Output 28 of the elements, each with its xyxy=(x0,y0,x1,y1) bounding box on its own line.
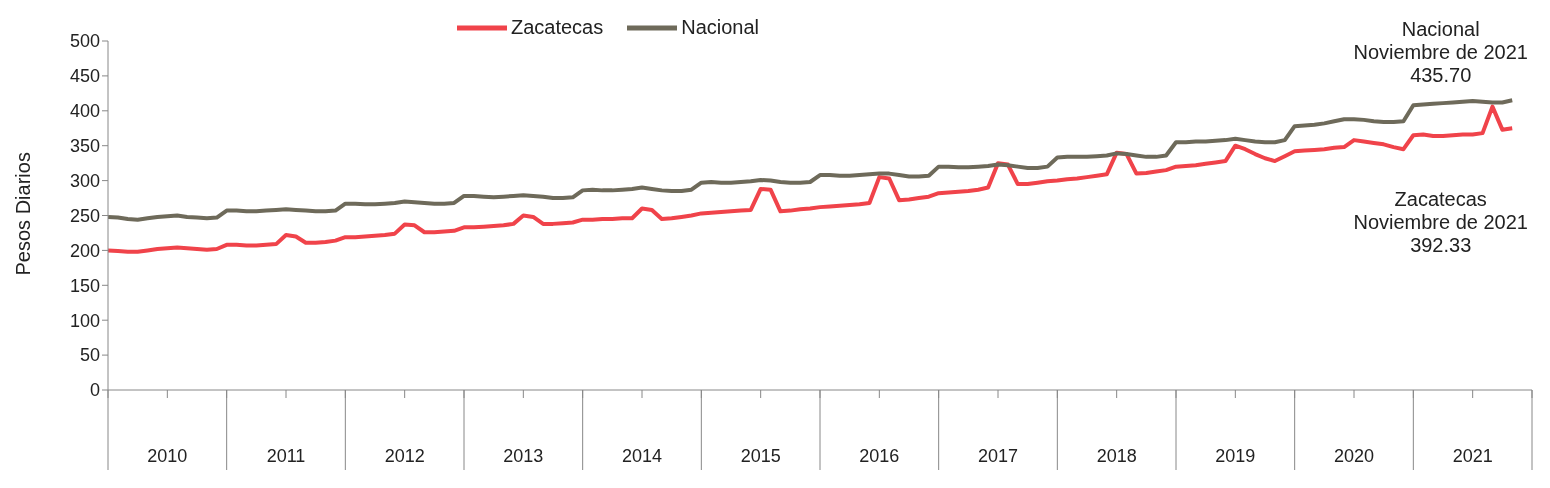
y-tick-label: 400 xyxy=(69,101,100,122)
legend-label: Nacional xyxy=(681,16,760,39)
y-tick-label: 450 xyxy=(69,66,100,87)
y-tick-label: 100 xyxy=(69,310,100,331)
y-tick-label: 150 xyxy=(69,275,100,296)
y-tick-label: 250 xyxy=(69,205,100,226)
y-tick-label: 500 xyxy=(69,31,100,52)
x-tick-label: 2010 xyxy=(147,446,188,466)
annotation: Nacional Noviembre de 2021 435.70 xyxy=(1353,18,1528,87)
x-tick-label: 2014 xyxy=(621,446,663,466)
x-tick-label: 2018 xyxy=(1096,446,1137,466)
y-tick-label: 200 xyxy=(69,240,100,261)
x-tick-label: 2019 xyxy=(1215,446,1256,466)
y-tick-label: 350 xyxy=(69,136,100,157)
x-tick-label: 2017 xyxy=(977,446,1019,466)
y-tick-label: 50 xyxy=(79,345,100,366)
x-tick-label: 2020 xyxy=(1333,446,1375,466)
x-tick-label: 2013 xyxy=(503,446,544,466)
x-tick-label: 2016 xyxy=(859,446,900,466)
y-tick-label: 0 xyxy=(89,380,100,401)
x-tick-label: 2012 xyxy=(384,446,425,466)
y-axis-title: Pesos Diarios xyxy=(12,152,35,276)
legend-label: Zacatecas xyxy=(510,16,604,39)
x-tick-label: 2015 xyxy=(740,446,781,466)
y-tick-label: 300 xyxy=(69,170,100,191)
annotation: Zacatecas Noviembre de 2021 392.33 xyxy=(1353,188,1528,257)
x-tick-label: 2011 xyxy=(266,446,306,466)
x-tick-label: 2021 xyxy=(1452,446,1493,466)
